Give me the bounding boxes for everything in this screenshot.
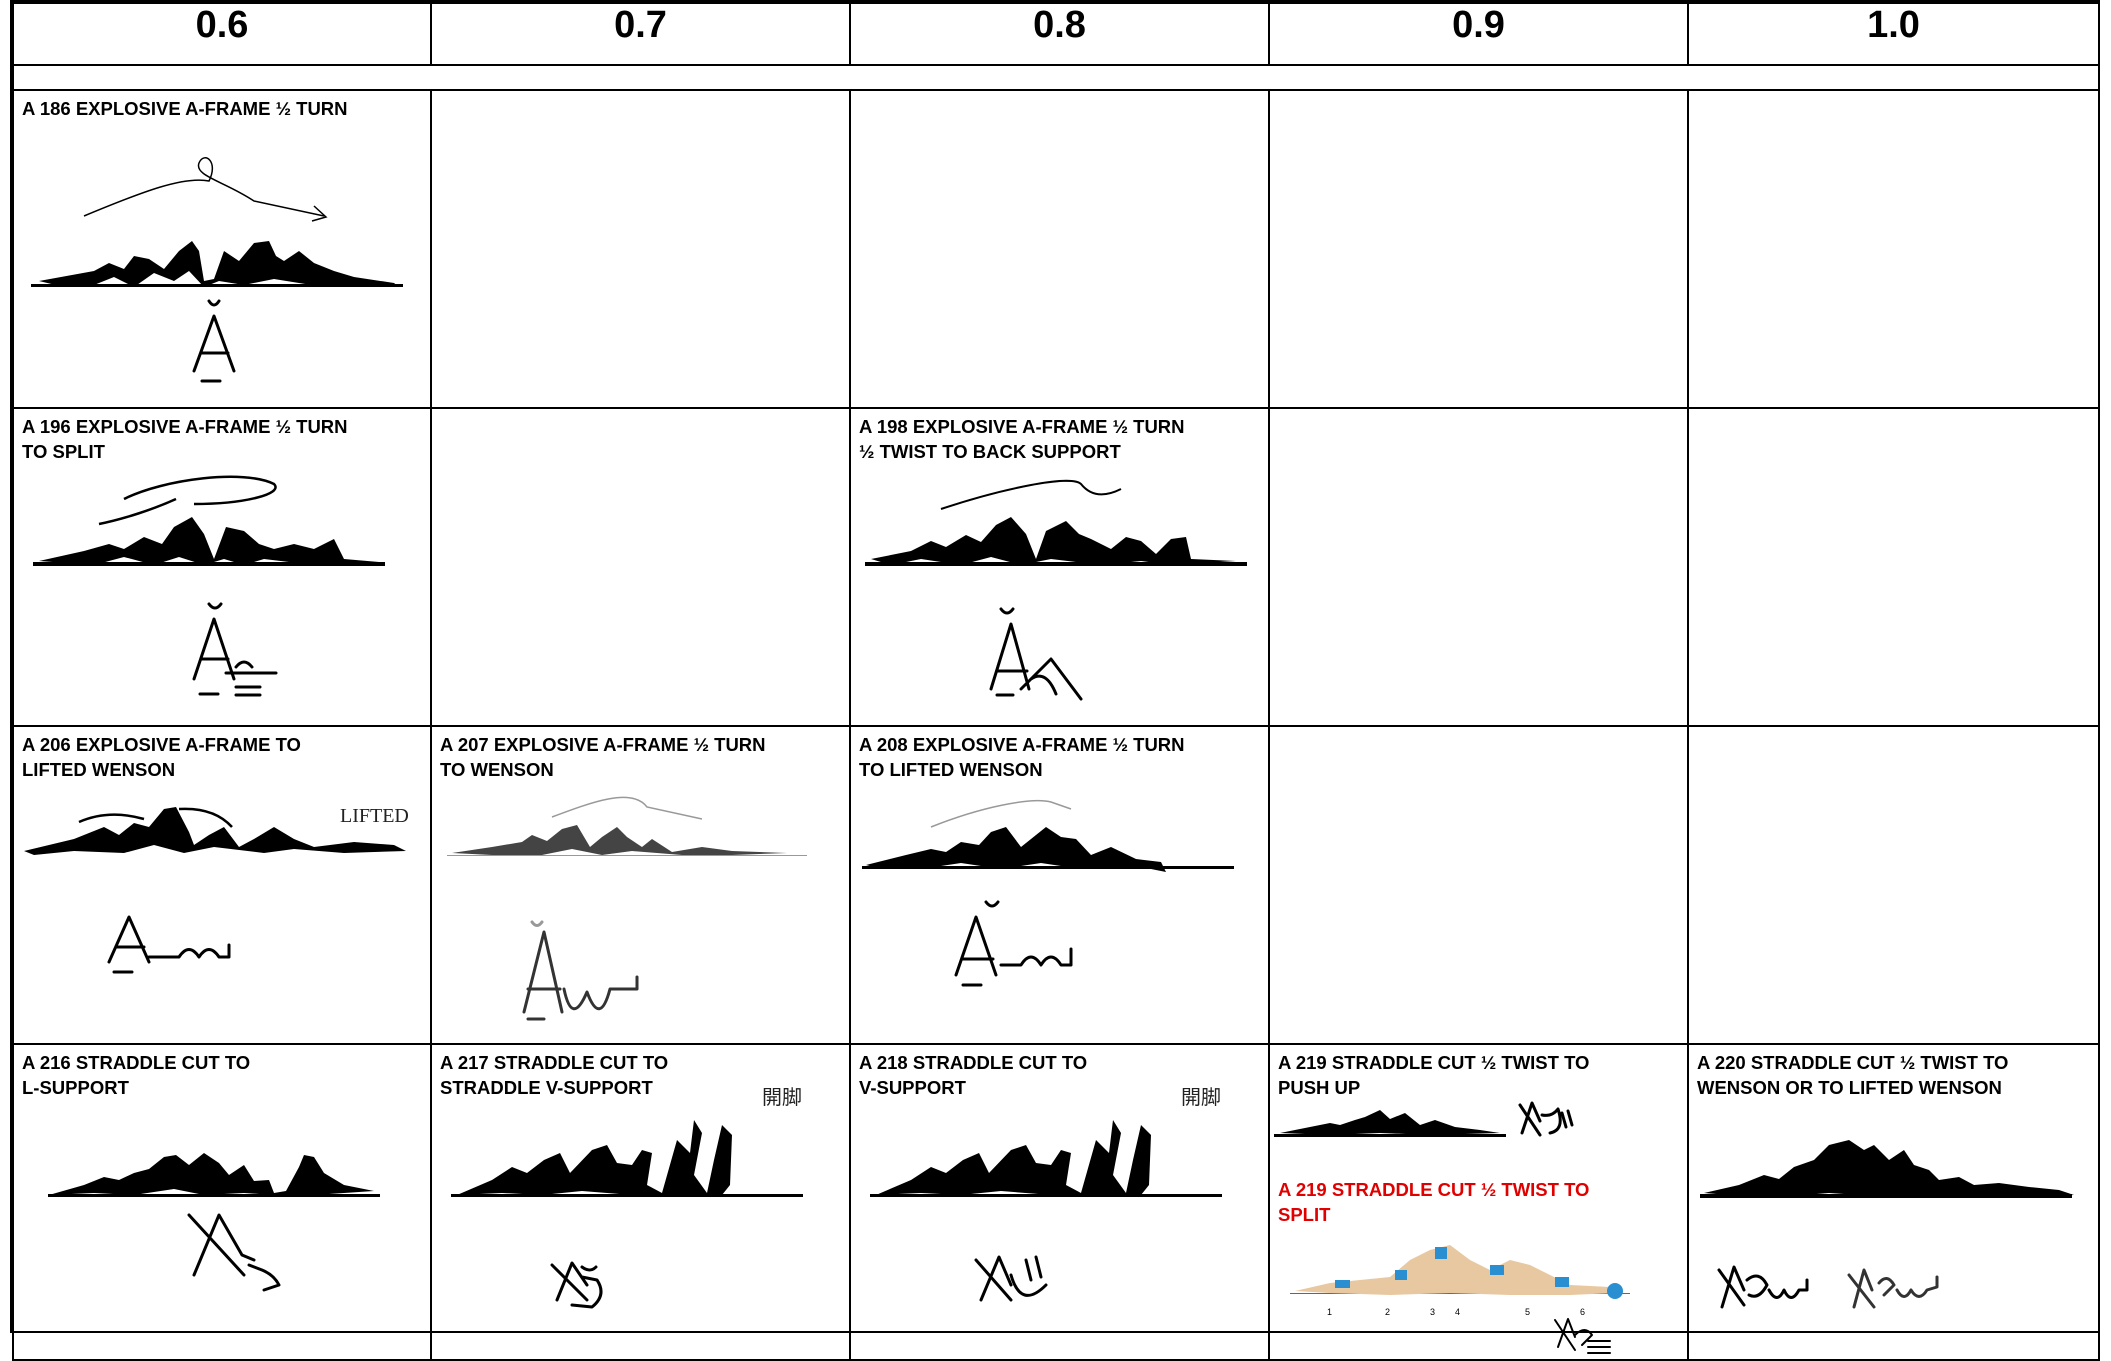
spacer-row	[12, 64, 2100, 91]
a-frame-lifted-wenson-figure	[24, 807, 406, 974]
empty-cell	[430, 89, 851, 409]
table-row: A 216 STRADDLE CUT TO L-SUPPORT A 217 ST…	[12, 1043, 2100, 1361]
straddle-v-support-figure-a218	[870, 1120, 1222, 1302]
value-header-row: 0.6 0.7 0.8 0.9 1.0	[12, 2, 2100, 66]
element-title: A 198 EXPLOSIVE A-FRAME ½ TURN ½ TWIST T…	[859, 416, 1185, 462]
column-header-0-9: 0.9	[1268, 2, 1689, 66]
element-cell-a207: A 207 EXPLOSIVE A-FRAME ½ TURN TO WENSON	[430, 725, 851, 1045]
element-title: A 220 STRADDLE CUT ½ TWIST TO WENSON OR …	[1697, 1052, 2009, 1098]
straddle-v-support-figure	[451, 1120, 803, 1309]
empty-cell	[849, 89, 1270, 409]
empty-cell	[1687, 725, 2100, 1045]
elements-table: 0.6 0.7 0.8 0.9 1.0 A 186 EXPLOSIVE A-FR…	[12, 2, 2100, 1361]
a-frame-turn-lifted-wenson-figure	[862, 799, 1234, 987]
table-row: A 206 EXPLOSIVE A-FRAME TO LIFTED WENSON…	[12, 725, 2100, 1045]
empty-cell	[1687, 89, 2100, 409]
straddle-caption: 開脚	[762, 1087, 802, 1109]
element-title: A 186 EXPLOSIVE A-FRAME ½ TURN	[22, 98, 348, 119]
element-cell-a218: A 218 STRADDLE CUT TO V-SUPPORT 開脚	[849, 1043, 1270, 1361]
element-title: A 206 EXPLOSIVE A-FRAME TO LIFTED WENSON	[22, 734, 301, 780]
element-title: A 217 STRADDLE CUT TO STRADDLE V-SUPPORT	[440, 1052, 669, 1098]
empty-cell	[1268, 89, 1689, 409]
column-header-0-6: 0.6	[12, 2, 432, 66]
empty-cell	[1268, 407, 1689, 727]
a-frame-back-support-figure	[865, 479, 1247, 701]
column-header-0-7: 0.7	[430, 2, 851, 66]
difficulty-sheet: 0.6 0.7 0.8 0.9 1.0 A 186 EXPLOSIVE A-FR…	[10, 0, 2100, 1361]
element-subtitle: A 219 STRADDLE CUT ½ TWIST TO SPLIT	[1278, 1179, 1590, 1225]
column-header-1-0: 1.0	[1687, 2, 2100, 66]
element-title: A 196 EXPLOSIVE A-FRAME ½ TURN TO SPLIT	[22, 416, 348, 462]
empty-cell	[1687, 407, 2100, 727]
column-header-0-8: 0.8	[849, 2, 1270, 66]
a-frame-turn-figure	[31, 157, 403, 383]
element-title: A 208 EXPLOSIVE A-FRAME ½ TURN TO LIFTED…	[859, 734, 1185, 780]
empty-cell	[1268, 725, 1689, 1045]
empty-cell	[430, 407, 851, 727]
element-cell-a196: A 196 EXPLOSIVE A-FRAME ½ TURN TO SPLIT	[12, 407, 432, 727]
element-cell-a208: A 208 EXPLOSIVE A-FRAME ½ TURN TO LIFTED…	[849, 725, 1270, 1045]
element-title: A 216 STRADDLE CUT TO L-SUPPORT	[22, 1052, 251, 1098]
element-cell-a198: A 198 EXPLOSIVE A-FRAME ½ TURN ½ TWIST T…	[849, 407, 1270, 727]
element-title: A 218 STRADDLE CUT TO V-SUPPORT	[859, 1052, 1088, 1098]
straddle-push-up-figure	[1274, 1101, 1574, 1137]
straddle-l-support-figure	[48, 1153, 380, 1292]
element-title: A 207 EXPLOSIVE A-FRAME ½ TURN TO WENSON	[440, 734, 766, 780]
element-cell-a216: A 216 STRADDLE CUT TO L-SUPPORT	[12, 1043, 432, 1361]
lifted-caption: LIFTED	[340, 805, 409, 827]
element-cell-a219: A 219 STRADDLE CUT ½ TWIST TO PUSH UP A …	[1268, 1043, 1689, 1361]
straddle-wenson-figure	[1700, 1140, 2074, 1309]
table-row: A 186 EXPLOSIVE A-FRAME ½ TURN	[12, 89, 2100, 409]
element-title: A 219 STRADDLE CUT ½ TWIST TO PUSH UP	[1278, 1052, 1590, 1098]
straddle-caption-a218: 開脚	[1181, 1087, 1221, 1109]
table-row: A 196 EXPLOSIVE A-FRAME ½ TURN TO SPLIT …	[12, 407, 2100, 727]
a-frame-wenson-figure	[447, 796, 807, 1021]
element-cell-a206: A 206 EXPLOSIVE A-FRAME TO LIFTED WENSON…	[12, 725, 432, 1045]
a-frame-split-figure	[33, 475, 385, 697]
element-cell-a186: A 186 EXPLOSIVE A-FRAME ½ TURN	[12, 89, 432, 409]
spacer-cell	[12, 64, 2100, 91]
element-cell-a217: A 217 STRADDLE CUT TO STRADDLE V-SUPPORT…	[430, 1043, 851, 1361]
element-cell-a220: A 220 STRADDLE CUT ½ TWIST TO WENSON OR …	[1687, 1043, 2100, 1361]
